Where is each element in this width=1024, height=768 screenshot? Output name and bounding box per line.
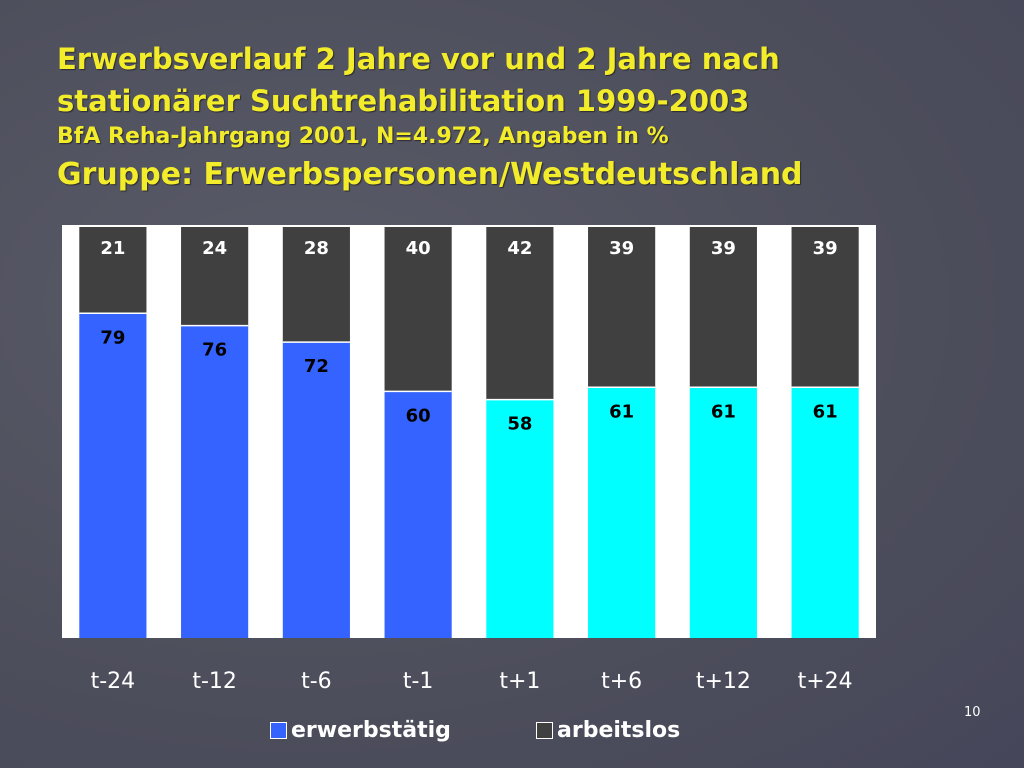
- legend-swatch-unemployed: [536, 722, 553, 739]
- legend-item-unemployed: arbeitslos: [536, 718, 680, 743]
- chart-legend: erwerbstätig arbeitslos: [270, 718, 710, 750]
- bar-segment-unemployed-t+1: [486, 227, 554, 400]
- data-label-employed-t+6: 61: [609, 401, 634, 422]
- bar-segment-unemployed-t-24: [79, 227, 147, 314]
- data-label-employed-t-1: 60: [406, 405, 431, 426]
- bar-segment-unemployed-t-12: [181, 227, 249, 326]
- chart-subtitle: BfA Reha-Jahrgang 2001, N=4.972, Angaben…: [57, 124, 669, 149]
- data-label-employed-t+1: 58: [507, 414, 532, 435]
- bar-segment-employed-t+24: [791, 387, 859, 638]
- data-label-unemployed-t+6: 39: [609, 238, 634, 259]
- x-tick-label-t-6: t-6: [301, 669, 332, 694]
- bar-segment-employed-t-12: [181, 325, 249, 638]
- bars-layer: [79, 227, 859, 638]
- chart-title-line-1: Erwerbsverlauf 2 Jahre vor und 2 Jahre n…: [57, 42, 780, 76]
- data-label-unemployed-t+24: 39: [813, 238, 838, 259]
- data-label-employed-t-24: 79: [100, 327, 125, 348]
- data-label-unemployed-t+12: 39: [711, 238, 736, 259]
- chart-title-line-2: stationärer Suchtrehabilitation 1999-200…: [57, 84, 750, 118]
- bar-segment-unemployed-t-1: [384, 227, 452, 392]
- legend-label-unemployed: arbeitslos: [557, 718, 681, 743]
- bar-segment-employed-t+1: [486, 399, 554, 638]
- x-tick-label-t-24: t-24: [91, 669, 136, 694]
- data-label-unemployed-t-1: 40: [406, 238, 431, 259]
- legend-swatch-employed: [270, 722, 287, 739]
- bar-segment-employed-t+6: [588, 387, 656, 638]
- data-labels-layer: 21 79 24 76 28 72 40 60 42 58 39 61 39 61 39 61: [100, 238, 837, 435]
- data-label-employed-t+24: 61: [813, 401, 838, 422]
- data-label-unemployed-t-6: 28: [304, 238, 329, 259]
- bar-segment-unemployed-t-6: [282, 227, 350, 343]
- bar-segment-employed-t-6: [282, 342, 350, 638]
- page-number: 10: [964, 705, 981, 720]
- x-tick-label-t+12: t+12: [696, 669, 751, 694]
- x-axis-ticks: t-24 t-12 t-6 t-1 t+1 t+6 t+12 t+24: [91, 669, 853, 694]
- data-label-employed-t-12: 76: [202, 340, 227, 361]
- bar-segment-unemployed-t+6: [588, 227, 656, 388]
- legend-label-employed: erwerbstätig: [291, 718, 451, 743]
- bar-segment-employed-t+12: [689, 387, 757, 638]
- x-tick-label-t+1: t+1: [499, 669, 540, 694]
- bar-segment-employed-t-1: [384, 391, 452, 638]
- data-label-unemployed-t+1: 42: [507, 238, 532, 259]
- x-tick-label-t+24: t+24: [798, 669, 853, 694]
- bar-segment-employed-t-24: [79, 313, 147, 638]
- data-label-employed-t+12: 61: [711, 401, 736, 422]
- chart-group-title: Gruppe: Erwerbspersonen/Westdeutschland: [57, 157, 803, 192]
- data-label-employed-t-6: 72: [304, 356, 329, 377]
- x-tick-label-t-1: t-1: [403, 669, 434, 694]
- bar-segment-unemployed-t+24: [791, 227, 859, 388]
- x-tick-label-t+6: t+6: [601, 669, 642, 694]
- legend-item-employed: erwerbstätig: [270, 718, 451, 743]
- data-label-unemployed-t-24: 21: [100, 238, 125, 259]
- x-tick-label-t-12: t-12: [192, 669, 237, 694]
- bar-segment-unemployed-t+12: [689, 227, 757, 388]
- data-label-unemployed-t-12: 24: [202, 238, 227, 259]
